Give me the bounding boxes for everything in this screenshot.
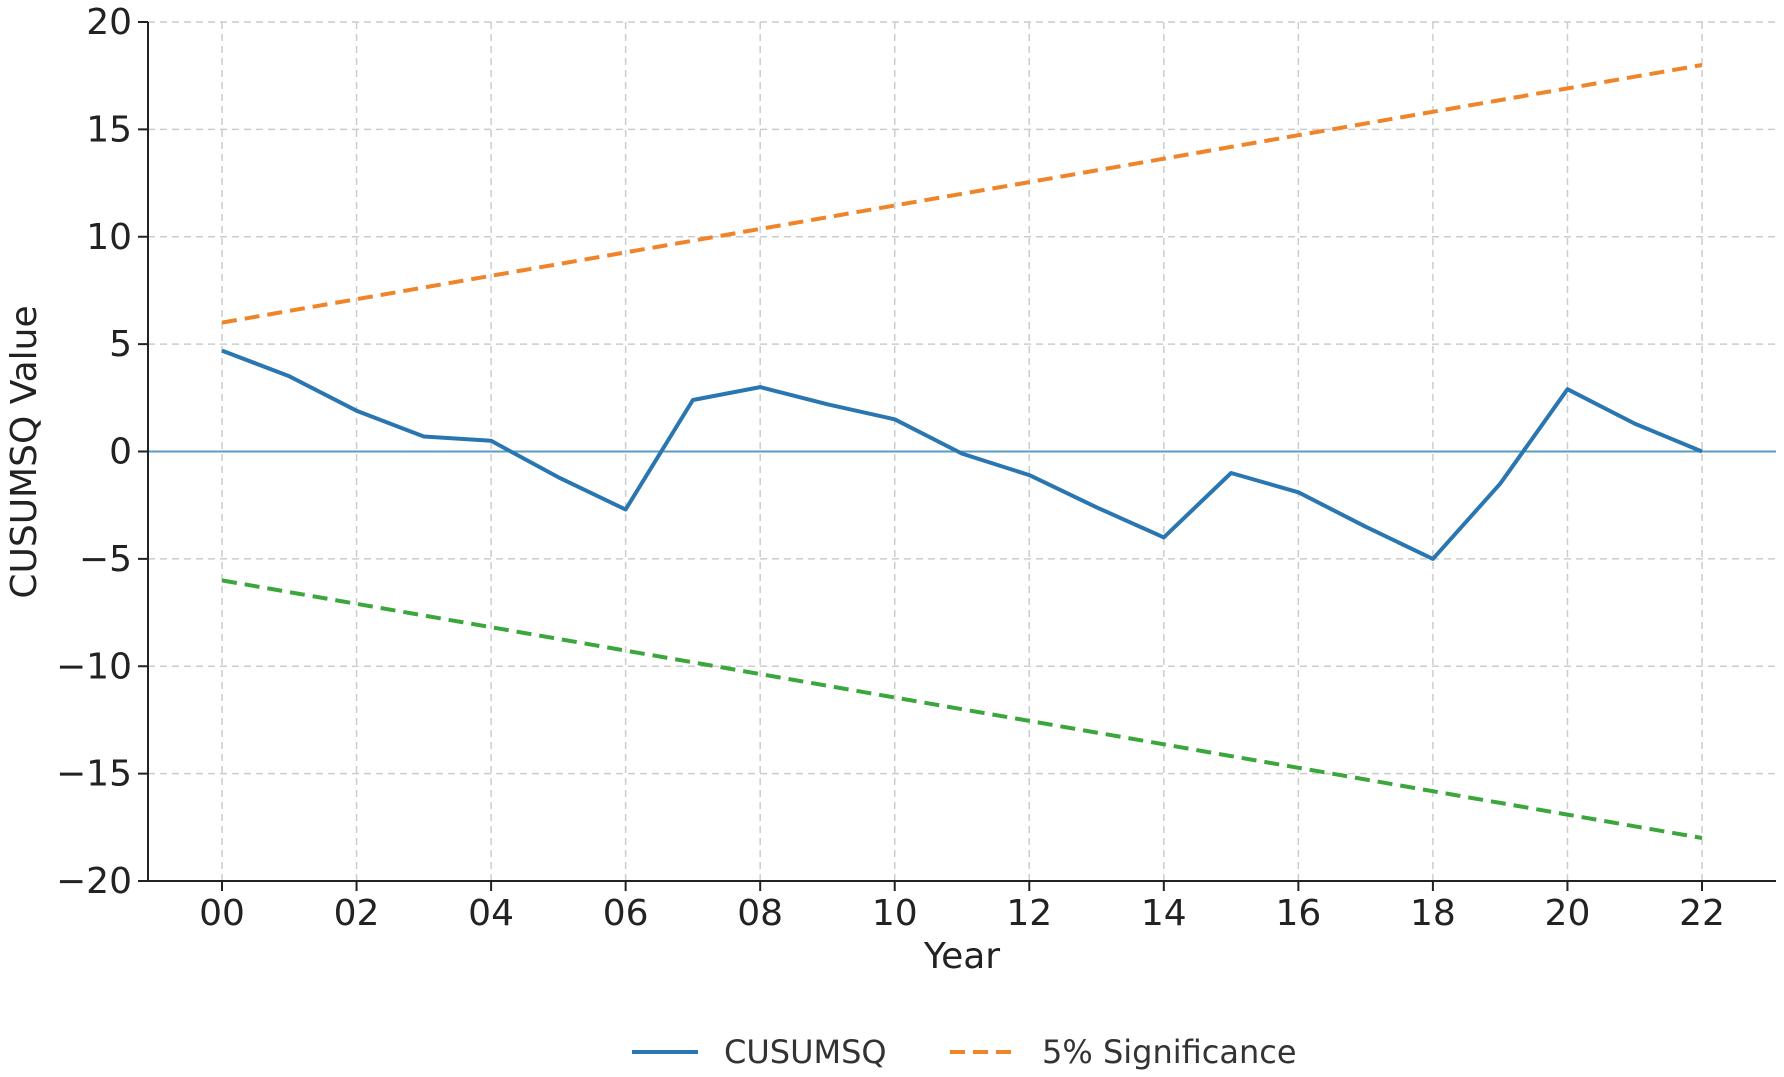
- series-line-2: [221, 578, 1703, 840]
- x-tick-label-10: 20: [1545, 893, 1591, 934]
- x-tick-label-0: 00: [199, 893, 245, 934]
- y-tick-label-3: −5: [79, 539, 132, 580]
- y-tick-label-8: 20: [86, 2, 132, 43]
- y-tick-label-6: 10: [86, 217, 132, 258]
- legend: CUSUMSQ 5% Significance: [632, 1033, 1297, 1071]
- x-axis-ticks: 00 02 04 06 08 10 12 14 16 18 20 22: [199, 881, 1725, 934]
- x-tick-label-4: 08: [737, 893, 783, 934]
- y-axis-label: CUSUMSQ Value: [4, 305, 45, 598]
- x-tick-label-8: 16: [1275, 893, 1321, 934]
- legend-label-1: 5% Significance: [1042, 1033, 1297, 1071]
- legend-label-0: CUSUMSQ: [724, 1033, 887, 1071]
- y-axis-ticks: −20 −15 −10 −5 0 5 10 15 20: [56, 2, 148, 902]
- series-lines: [221, 63, 1703, 840]
- y-tick-label-4: 0: [109, 432, 132, 473]
- x-tick-label-7: 14: [1141, 893, 1187, 934]
- y-tick-label-0: −20: [56, 861, 132, 902]
- y-tick-label-2: −10: [56, 646, 132, 687]
- x-tick-label-11: 22: [1679, 893, 1725, 934]
- x-tick-label-5: 10: [872, 893, 918, 934]
- x-tick-label-9: 18: [1410, 893, 1456, 934]
- y-tick-label-1: −15: [56, 754, 132, 795]
- x-tick-label-2: 04: [468, 893, 514, 934]
- x-tick-label-6: 12: [1006, 893, 1052, 934]
- series-line-0: [221, 348, 1703, 561]
- y-tick-label-7: 15: [86, 109, 132, 150]
- x-tick-label-3: 06: [603, 893, 649, 934]
- series-line-1: [221, 63, 1703, 325]
- x-axis-label: Year: [923, 936, 1000, 977]
- y-tick-label-5: 5: [109, 324, 132, 365]
- x-tick-label-1: 02: [334, 893, 380, 934]
